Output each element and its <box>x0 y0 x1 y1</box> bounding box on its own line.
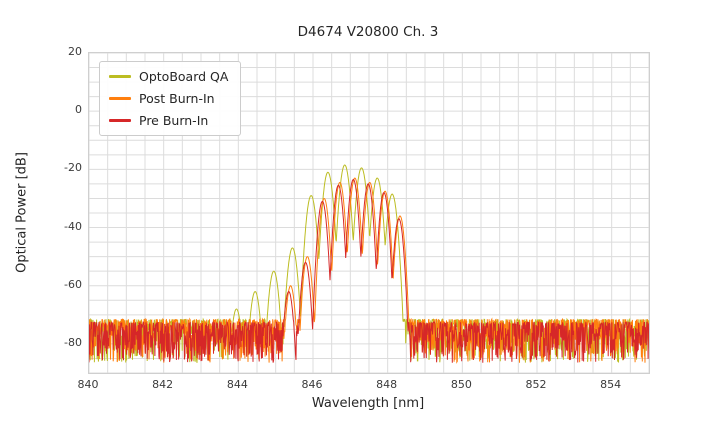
chart-title: D4674 V20800 Ch. 3 <box>297 24 439 40</box>
y-tick-label--40: -40 <box>64 219 82 233</box>
x-tick-label-846: 846 <box>301 378 323 391</box>
legend-label-pre-burn-in: Pre Burn-In <box>139 113 209 128</box>
legend-label-optoboard-qa: OptoBoard QA <box>139 69 229 84</box>
y-tick-label-0: 0 <box>75 103 82 117</box>
y-tick-label-20: 20 <box>68 45 82 58</box>
x-tick-label-842: 842 <box>152 378 174 391</box>
x-tick-label-854: 854 <box>600 378 622 391</box>
legend-item-pre-burn-in: Pre Burn-In <box>109 113 228 128</box>
legend: OptoBoard QA Post Burn-In Pre Burn-In <box>99 61 242 136</box>
x-tick-label-840: 840 <box>77 378 99 391</box>
plot-area: OptoBoard QA Post Burn-In Pre Burn-In <box>88 52 650 374</box>
x-tick-label-852: 852 <box>525 378 547 391</box>
legend-item-post-burn-in: Post Burn-In <box>109 91 228 106</box>
x-axis-label: Wavelength [nm] <box>311 396 425 411</box>
legend-line-swatch-pre-burn-in <box>109 119 131 122</box>
legend-line-swatch-optoboard-qa <box>109 75 131 78</box>
series-line-pre-burn-in <box>89 178 649 363</box>
y-tick-label--20: -20 <box>64 161 82 175</box>
x-tick-label-850: 850 <box>450 378 472 391</box>
y-tick-label--60: -60 <box>64 277 82 291</box>
y-axis-label: Optical Power [dB] <box>14 152 30 273</box>
y-tick-label--80: -80 <box>64 335 82 349</box>
x-tick-label-848: 848 <box>376 378 398 391</box>
legend-item-optoboard-qa: OptoBoard QA <box>109 69 228 84</box>
x-tick-label-844: 844 <box>226 378 248 391</box>
legend-label-post-burn-in: Post Burn-In <box>139 91 215 106</box>
legend-line-swatch-post-burn-in <box>109 97 131 100</box>
